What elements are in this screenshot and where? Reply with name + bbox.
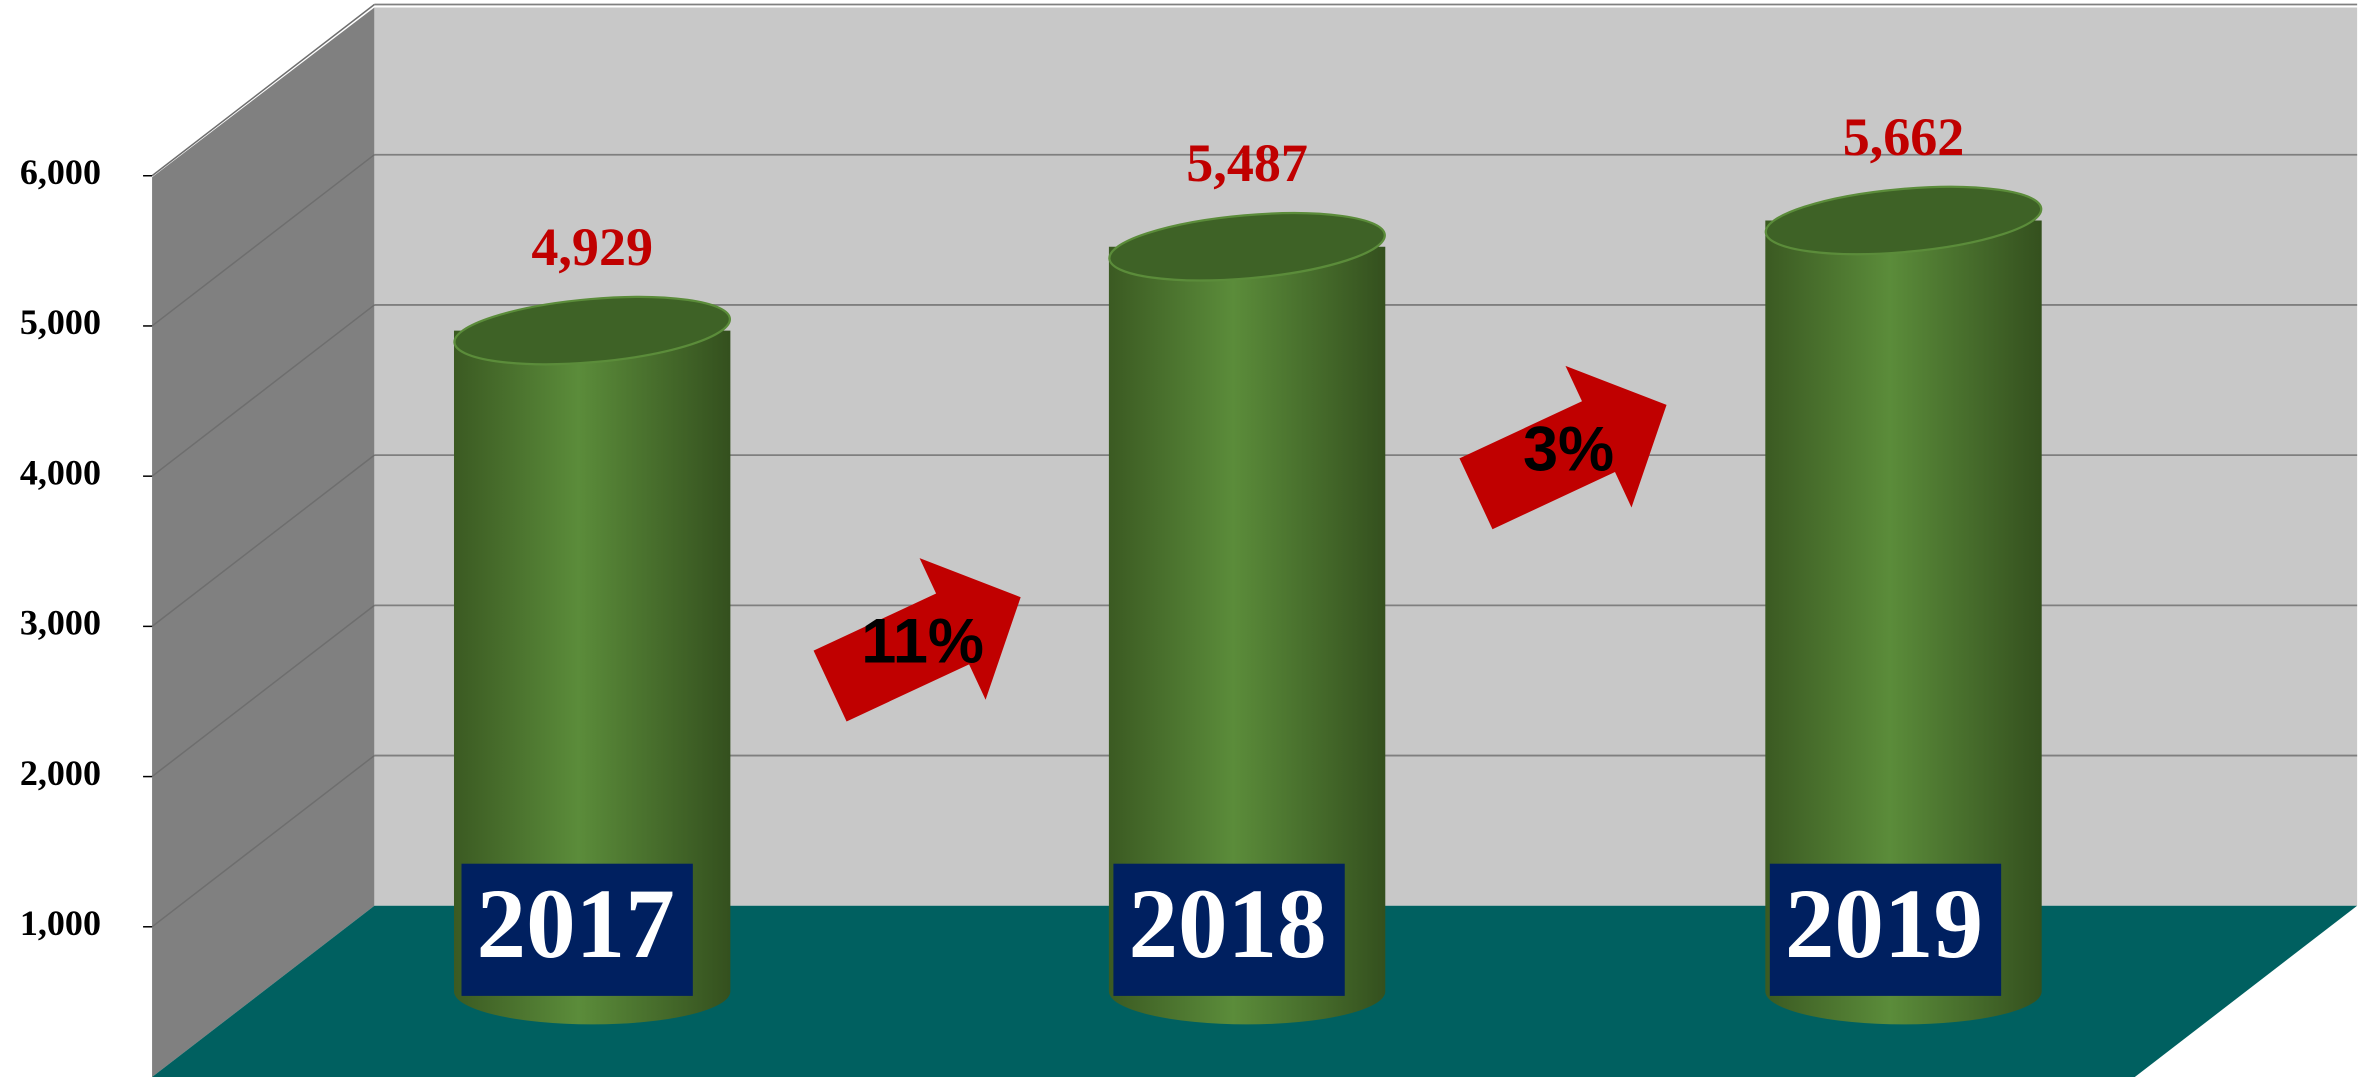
grid-line <box>151 304 375 477</box>
bar-body <box>1765 220 2042 1025</box>
bar-body <box>1108 246 1386 1025</box>
bar <box>1108 212 1386 1025</box>
x-tick-label: 2019 <box>1785 870 1983 979</box>
y-tick-label: 1,000 <box>20 903 101 943</box>
grid-line <box>151 604 375 778</box>
grid-line <box>151 3 375 177</box>
bar <box>453 295 732 1025</box>
x-tick-label: 2017 <box>477 870 675 979</box>
growth-arrow: 3% <box>1459 365 1667 530</box>
category-box <box>1113 863 1345 996</box>
y-tick-label: 5,000 <box>20 302 101 342</box>
bar-top <box>1764 185 2043 256</box>
annotation: 3% <box>1523 414 1614 484</box>
y-tick-label: 6,000 <box>20 152 101 192</box>
bar-top <box>453 295 732 366</box>
arrow-shape <box>1459 365 1667 530</box>
category-box <box>1769 863 2002 996</box>
grid-line <box>151 754 375 928</box>
value-label: 5,662 <box>1843 107 1965 167</box>
arrow-shape <box>813 558 1021 722</box>
y-tick-label: 4,000 <box>20 452 101 492</box>
bar <box>1764 185 2043 1025</box>
value-label: 4,929 <box>531 217 653 277</box>
grid-line <box>151 454 375 627</box>
grid-line <box>151 154 375 327</box>
annotation: 11% <box>861 607 984 677</box>
growth-arrow: 11% <box>813 558 1021 722</box>
value-label: 5,487 <box>1186 133 1308 193</box>
bar-body <box>453 330 731 1025</box>
bar-top <box>1108 212 1386 282</box>
y-tick-label: 3,000 <box>20 603 101 643</box>
x-tick-label: 2018 <box>1128 870 1326 979</box>
side-wall <box>152 7 375 1077</box>
y-tick-label: 2,000 <box>20 753 101 793</box>
category-box <box>461 863 693 996</box>
